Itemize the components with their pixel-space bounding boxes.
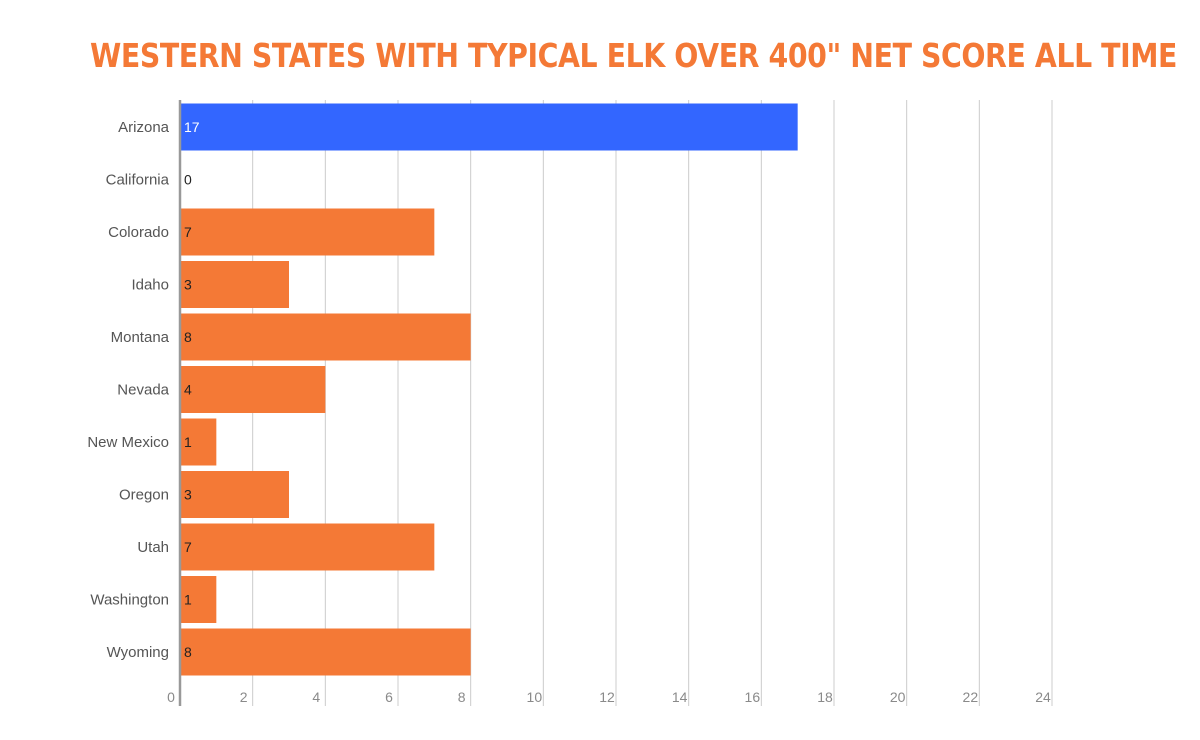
bar-utah [180, 523, 435, 571]
data-label-oregon: 3 [184, 487, 192, 503]
data-label-idaho: 3 [184, 277, 192, 293]
data-label-colorado: 7 [184, 224, 192, 240]
category-label-wyoming: Wyoming [107, 644, 169, 661]
x-tick-label-18: 18 [817, 689, 833, 705]
category-label-montana: Montana [111, 329, 170, 346]
x-axis-ticks: 0 2 4 6 8 10 12 14 16 18 20 22 24 [167, 689, 1051, 705]
category-label-oregon: Oregon [119, 487, 169, 504]
x-tick-label-2: 2 [240, 689, 248, 705]
bar-colorado [180, 208, 435, 256]
data-label-california: 0 [184, 172, 192, 188]
bar-arizona [180, 103, 798, 151]
x-tick-label-20: 20 [890, 689, 906, 705]
chart-title: WESTERN STATES WITH TYPICAL ELK OVER 400… [90, 36, 1178, 75]
data-label-washington: 1 [184, 592, 192, 608]
x-tick-label-8: 8 [458, 689, 466, 705]
data-label-nevada: 4 [184, 382, 192, 398]
data-label-montana: 8 [184, 329, 192, 345]
bar-wyoming [180, 628, 471, 676]
x-tick-label-14: 14 [672, 689, 688, 705]
bar-nevada [180, 366, 326, 413]
x-tick-label-22: 22 [963, 689, 979, 705]
category-label-washington: Washington [90, 592, 169, 609]
data-label-wyoming: 8 [184, 644, 192, 660]
category-label-california: California [106, 172, 170, 189]
bar-idaho [180, 261, 289, 308]
x-tick-label-12: 12 [599, 689, 615, 705]
x-tick-label-6: 6 [385, 689, 393, 705]
data-label-arizona: 17 [184, 119, 200, 135]
x-tick-label-16: 16 [745, 689, 761, 705]
bar-oregon [180, 471, 289, 518]
x-tick-label-0: 0 [167, 689, 175, 705]
category-label-idaho: Idaho [131, 277, 169, 294]
category-label-arizona: Arizona [118, 119, 170, 136]
x-tick-label-4: 4 [312, 689, 320, 705]
data-label-new-mexico: 1 [184, 434, 192, 450]
bar-montana [180, 313, 471, 361]
data-label-utah: 7 [184, 539, 192, 555]
bar-new-mexico [180, 418, 217, 466]
category-labels: Arizona California Colorado Idaho Montana Nev… [87, 119, 169, 661]
x-tick-label-24: 24 [1035, 689, 1051, 705]
gridlines [252, 100, 1053, 706]
category-label-colorado: Colorado [108, 224, 169, 241]
category-label-new-mexico: New Mexico [87, 434, 169, 451]
bar-washington [180, 576, 217, 623]
x-tick-label-10: 10 [527, 689, 543, 705]
category-label-utah: Utah [137, 539, 169, 556]
category-label-nevada: Nevada [117, 382, 169, 399]
